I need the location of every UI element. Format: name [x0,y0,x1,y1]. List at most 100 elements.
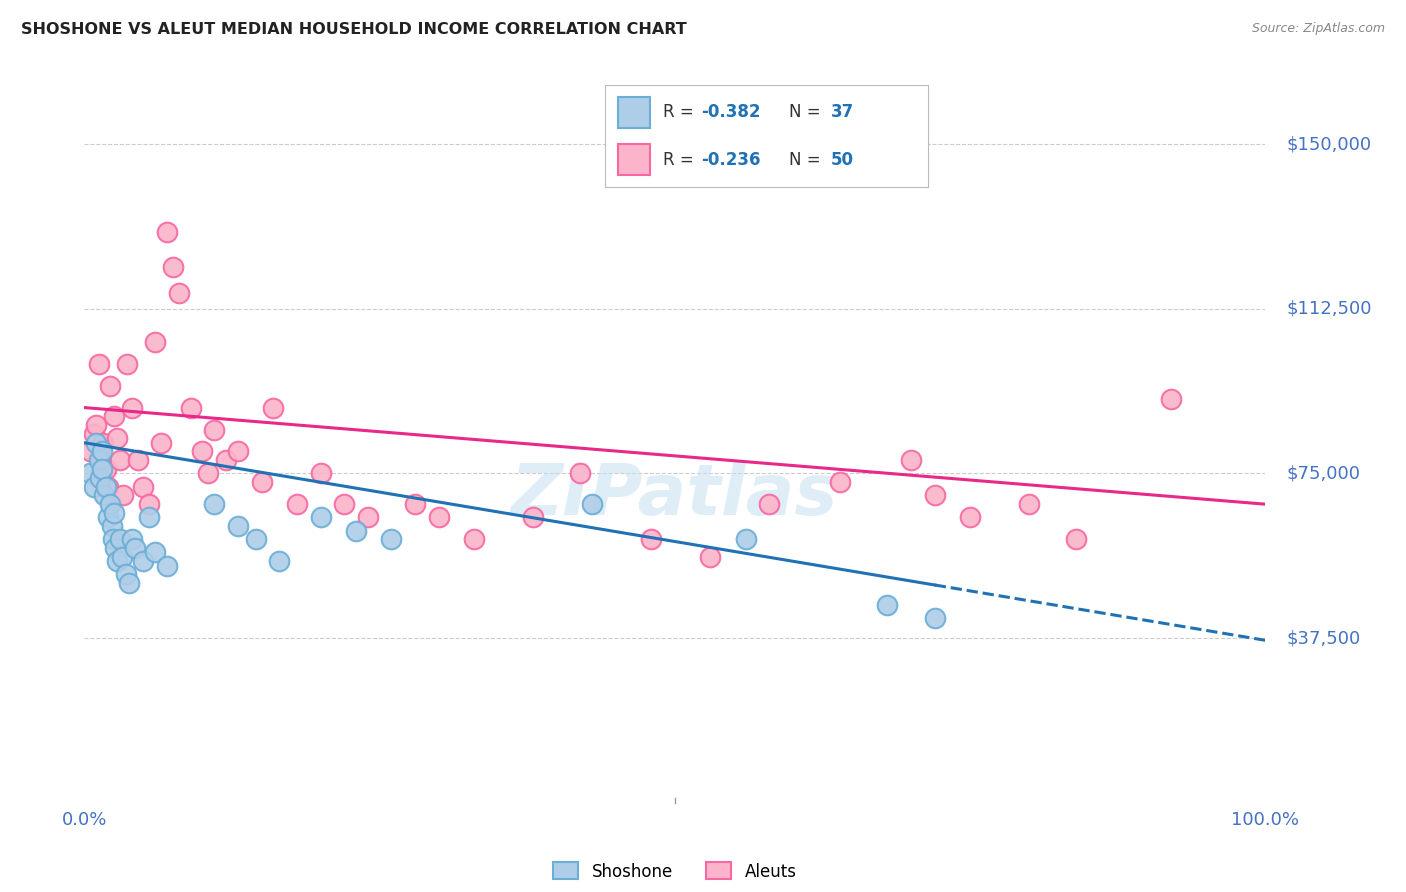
Point [357,510,380,524]
Point [156,225,179,239]
Point [98,497,121,511]
Point [87,357,110,371]
Point [734,533,756,547]
Point [143,334,166,349]
Point [121,533,143,547]
FancyBboxPatch shape [617,97,650,128]
Point [93,488,115,502]
Point [108,533,131,547]
Point [91,435,114,450]
Point [121,401,143,415]
Point [100,519,122,533]
Point [98,378,121,392]
Point [924,488,946,502]
Point [1066,533,1088,547]
Point [876,598,898,612]
Point [215,453,238,467]
Text: -0.382: -0.382 [702,103,761,121]
Text: $75,000: $75,000 [1286,465,1361,483]
Point [162,260,184,274]
Point [226,519,249,533]
Point [138,497,160,511]
Point [111,549,134,564]
Point [1018,497,1040,511]
Point [101,533,124,547]
Text: N =: N = [789,151,825,169]
Point [84,435,107,450]
Point [89,471,111,485]
Point [959,510,981,524]
Text: $37,500: $37,500 [1286,629,1361,647]
Point [79,444,101,458]
Text: SHOSHONE VS ALEUT MEDIAN HOUSEHOLD INCOME CORRELATION CHART: SHOSHONE VS ALEUT MEDIAN HOUSEHOLD INCOM… [21,22,688,37]
Point [138,510,160,524]
Point [112,488,135,502]
Point [103,409,125,424]
Point [191,444,214,458]
Point [156,558,179,573]
Point [132,480,155,494]
Point [924,611,946,625]
Point [900,453,922,467]
Point [124,541,146,555]
Point [380,533,402,547]
Text: $112,500: $112,500 [1286,300,1372,318]
Text: ZIPatlas: ZIPatlas [512,461,838,531]
Point [463,533,485,547]
Point [226,444,249,458]
Point [118,576,141,591]
Point [97,480,120,494]
Point [197,467,219,481]
Text: N =: N = [789,103,825,121]
Point [180,401,202,415]
Point [262,401,284,415]
Point [167,286,190,301]
Point [344,524,367,538]
Point [90,453,112,467]
Point [104,541,127,555]
Point [758,497,780,511]
Text: R =: R = [662,151,699,169]
Point [245,533,267,547]
Point [202,423,225,437]
Point [107,431,129,445]
Point [309,510,332,524]
Point [79,467,101,481]
Point [522,510,544,524]
Point [83,480,105,494]
Point [94,462,117,476]
Point [127,453,149,467]
Point [269,554,291,568]
FancyBboxPatch shape [617,145,650,175]
Point [150,435,173,450]
Point [103,506,125,520]
Text: 50: 50 [831,151,853,169]
Point [309,467,332,481]
Text: Source: ZipAtlas.com: Source: ZipAtlas.com [1251,22,1385,36]
Point [94,480,117,494]
Point [569,467,592,481]
Point [285,497,308,511]
Legend: Shoshone, Aleuts: Shoshone, Aleuts [547,855,803,888]
Point [97,510,120,524]
Point [84,418,107,433]
Point [83,426,105,441]
Point [91,444,114,458]
Point [830,475,852,490]
Point [107,554,129,568]
Point [115,357,138,371]
Point [132,554,155,568]
Point [114,567,136,582]
Point [108,453,131,467]
Point [87,453,110,467]
Point [699,549,721,564]
Point [427,510,450,524]
Point [143,545,166,559]
Point [640,533,662,547]
Point [404,497,426,511]
Point [250,475,273,490]
Point [333,497,356,511]
Text: $150,000: $150,000 [1286,135,1372,153]
Text: -0.236: -0.236 [702,151,761,169]
Point [202,497,225,511]
